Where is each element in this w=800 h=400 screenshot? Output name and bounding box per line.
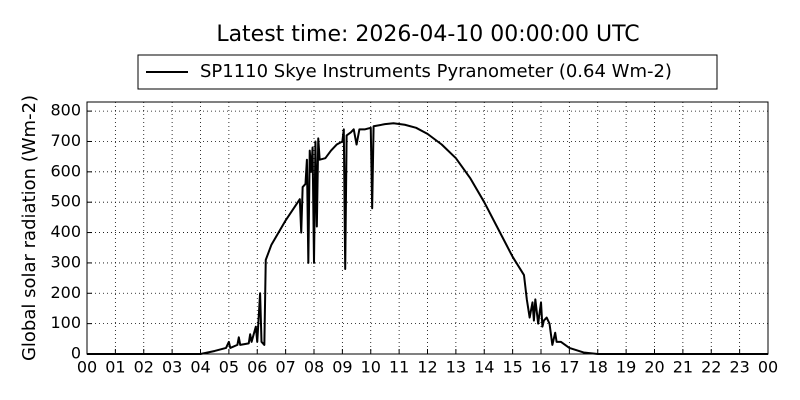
x-tick-label: 19 [616,358,636,377]
x-tick-label: 08 [304,358,324,377]
x-tick-label: 12 [417,358,437,377]
x-tick-label: 00 [77,358,97,377]
x-tick-label: 17 [559,358,579,377]
y-axis-label: Global solar radiation (Wm-2) [19,95,40,361]
x-tick-label: 13 [446,358,466,377]
legend-box [137,54,718,90]
y-tick-label: 500 [50,192,81,211]
y-tick-label: 0 [71,344,81,363]
y-tick-label: 200 [50,283,81,302]
plot-frame [86,101,769,355]
x-tick-label: 04 [190,358,210,377]
data-line [87,122,768,355]
x-tick-label: 02 [134,358,154,377]
y-tick-label: 300 [50,252,81,271]
y-tick-label: 400 [50,222,81,241]
x-tick-label: 10 [361,358,381,377]
x-tick-label: 06 [247,358,267,377]
y-tick-label: 600 [50,161,81,180]
x-tick-label: 11 [389,358,409,377]
y-tick-label: 700 [50,131,81,150]
x-tick-label: 23 [729,358,749,377]
x-tick-label: 00 [758,358,778,377]
x-tick-label: 09 [332,358,352,377]
x-tick-label: 22 [701,358,721,377]
x-tick-label: 16 [531,358,551,377]
x-tick-label: 14 [474,358,494,377]
x-tick-label: 20 [644,358,664,377]
x-tick-label: 07 [275,358,295,377]
x-tick-label: 18 [588,358,608,377]
legend-label: SP1110 Skye Instruments Pyranometer (0.6… [200,61,672,82]
y-tick-label: 800 [50,101,81,120]
x-tick-label: 01 [105,358,125,377]
chart-title: Latest time: 2026-04-10 00:00:00 UTC [216,22,639,47]
x-tick-label: 15 [502,358,522,377]
x-tick-label: 05 [219,358,239,377]
y-tick-label: 100 [50,313,81,332]
x-tick-label: 03 [162,358,182,377]
x-tick-label: 21 [673,358,693,377]
